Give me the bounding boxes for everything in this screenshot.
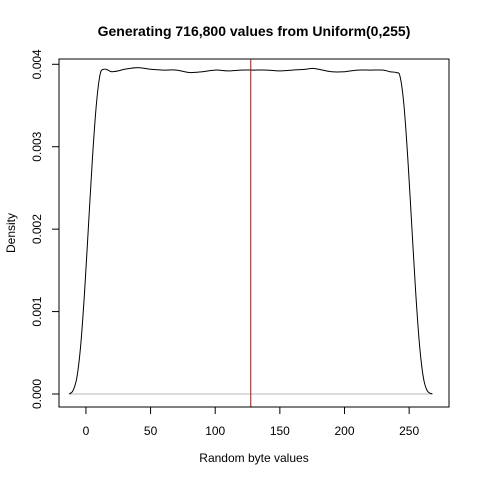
density-curve-0 bbox=[68, 67, 433, 395]
y-tick-label: 0.004 bbox=[30, 49, 44, 79]
y-tick-label: 0.002 bbox=[30, 214, 44, 244]
chart-title: Generating 716,800 values from Uniform(0… bbox=[98, 23, 411, 39]
y-axis: 0.000 0.001 0.002 0.003 0.004 bbox=[30, 49, 60, 409]
x-axis: 0 50 100 150 200 250 bbox=[83, 406, 419, 438]
curve-layer bbox=[68, 67, 433, 395]
y-tick-label: 0.003 bbox=[30, 131, 44, 161]
y-axis-label: Density bbox=[4, 213, 18, 253]
x-tick-label: 150 bbox=[270, 424, 290, 438]
x-tick-label: 100 bbox=[205, 424, 225, 438]
y-tick-label: 0.000 bbox=[30, 379, 44, 409]
x-tick-label: 200 bbox=[334, 424, 354, 438]
y-tick-label: 0.001 bbox=[30, 296, 44, 326]
x-axis-label: Random byte values bbox=[199, 451, 308, 465]
x-tick-label: 0 bbox=[83, 424, 90, 438]
x-tick-label: 50 bbox=[144, 424, 158, 438]
x-tick-label: 250 bbox=[399, 424, 419, 438]
plot-frame bbox=[58, 58, 450, 408]
